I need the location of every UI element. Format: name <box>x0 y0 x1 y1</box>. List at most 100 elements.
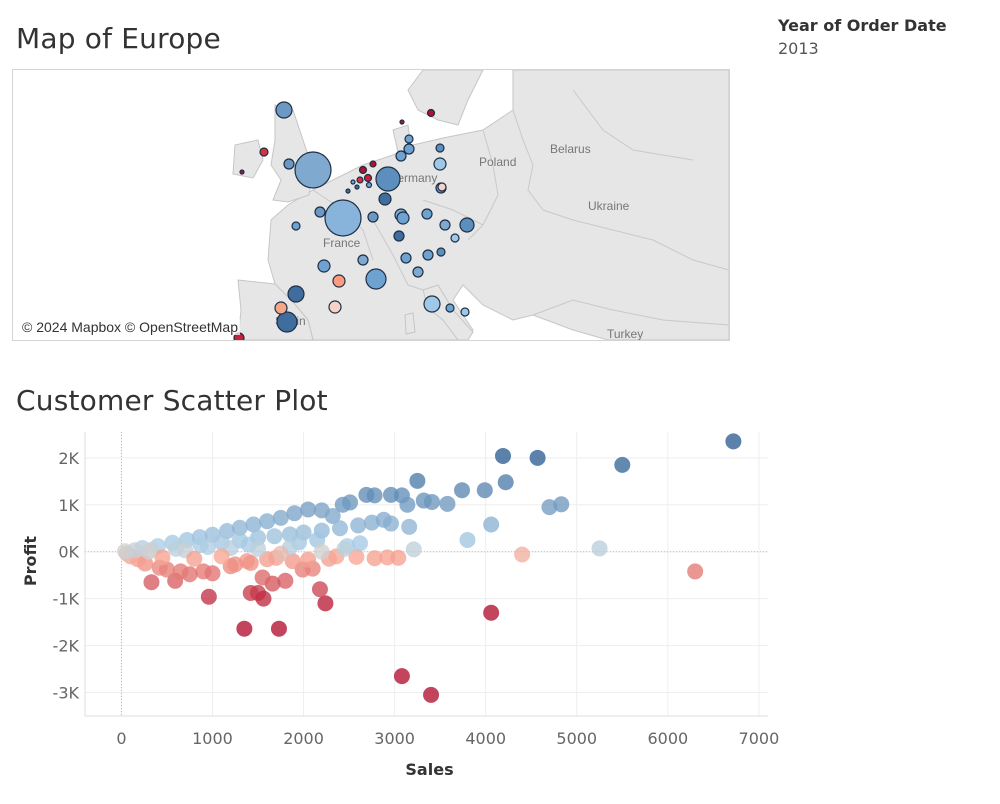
bubble[interactable] <box>283 158 295 170</box>
scatter-point[interactable] <box>324 508 341 525</box>
bubble[interactable] <box>396 211 410 225</box>
scatter-point[interactable] <box>591 540 608 557</box>
bubble[interactable] <box>345 188 351 194</box>
scatter-point[interactable] <box>204 565 221 582</box>
bubble[interactable] <box>399 119 405 125</box>
scatter-point[interactable] <box>687 563 704 580</box>
bubble[interactable] <box>291 221 301 231</box>
scatter-point[interactable] <box>366 550 383 567</box>
bubble[interactable] <box>423 295 441 313</box>
bubble[interactable] <box>332 274 346 288</box>
scatter-point[interactable] <box>250 540 267 557</box>
scatter-point[interactable] <box>259 513 276 530</box>
scatter-point[interactable] <box>200 588 217 605</box>
scatter-point[interactable] <box>313 543 330 560</box>
scatter-point[interactable] <box>334 496 351 513</box>
scatter-point[interactable] <box>399 496 416 513</box>
scatter-point[interactable] <box>255 590 272 607</box>
scatter-point[interactable] <box>390 549 407 566</box>
bubble[interactable] <box>460 307 470 317</box>
bubble[interactable] <box>412 266 424 278</box>
scatter-point[interactable] <box>614 456 631 473</box>
bubble[interactable] <box>365 181 373 189</box>
bubble[interactable] <box>404 134 414 144</box>
scatter-point[interactable] <box>186 550 203 567</box>
bubble[interactable] <box>274 301 288 315</box>
bubble[interactable] <box>445 303 455 313</box>
scatter-point[interactable] <box>317 595 334 612</box>
scatter-point[interactable] <box>401 518 418 535</box>
scatter-point[interactable] <box>242 554 259 571</box>
year-filter[interactable]: Year of Order Date 2013 <box>778 16 947 58</box>
bubble[interactable] <box>435 143 445 153</box>
scatter-point[interactable] <box>423 686 440 703</box>
scatter-point[interactable] <box>270 620 287 637</box>
scatter-point[interactable] <box>272 545 289 562</box>
map-attribution[interactable]: © 2024 Mapbox © OpenStreetMap <box>20 319 240 335</box>
scatter-point[interactable] <box>266 528 283 545</box>
scatter-point[interactable] <box>375 511 392 528</box>
bubble[interactable] <box>259 147 269 157</box>
scatter-point[interactable] <box>497 474 514 491</box>
year-filter-value[interactable]: 2013 <box>778 39 819 58</box>
scatter-point[interactable] <box>382 486 399 503</box>
bubble[interactable] <box>276 311 298 333</box>
scatter-point[interactable] <box>423 493 440 510</box>
scatter-point[interactable] <box>529 449 546 466</box>
scatter-point[interactable] <box>409 472 426 489</box>
scatter-point[interactable] <box>245 516 262 533</box>
bubble[interactable] <box>354 184 360 190</box>
scatter-point[interactable] <box>336 540 353 557</box>
scatter-point[interactable] <box>277 572 294 589</box>
scatter-point[interactable] <box>286 505 303 522</box>
bubble[interactable] <box>357 254 369 266</box>
scatter-point[interactable] <box>213 548 230 565</box>
bubble[interactable] <box>350 179 356 185</box>
bubble[interactable] <box>314 206 326 218</box>
scatter-point[interactable] <box>331 520 348 537</box>
scatter-point[interactable] <box>459 531 476 548</box>
bubble[interactable] <box>317 259 331 273</box>
scatter-point[interactable] <box>254 569 271 586</box>
scatter-point[interactable] <box>358 486 375 503</box>
bubble[interactable] <box>422 249 434 261</box>
bubble[interactable] <box>393 230 405 242</box>
scatter-point[interactable] <box>300 501 317 518</box>
bubble[interactable] <box>378 192 392 206</box>
europe-map[interactable]: Poland Belarus Ukraine France Germany Tu… <box>12 69 730 341</box>
scatter-point[interactable] <box>231 519 248 536</box>
scatter-point[interactable] <box>199 539 216 556</box>
bubble[interactable] <box>324 199 362 237</box>
scatter-point[interactable] <box>352 535 369 552</box>
bubble[interactable] <box>426 108 436 118</box>
scatter-point[interactable] <box>541 499 558 516</box>
bubble[interactable] <box>294 151 332 189</box>
scatter-point[interactable] <box>272 509 289 526</box>
scatter-point[interactable] <box>284 553 301 570</box>
bubble[interactable] <box>375 166 401 192</box>
bubble[interactable] <box>239 169 245 175</box>
bubble[interactable] <box>433 157 447 171</box>
scatter-point[interactable] <box>227 556 244 573</box>
bubble[interactable] <box>365 268 387 290</box>
bubble[interactable] <box>363 173 373 183</box>
scatter-point[interactable] <box>348 548 365 565</box>
scatter-point[interactable] <box>140 543 157 560</box>
scatter-point[interactable] <box>172 563 189 580</box>
scatter-point[interactable] <box>127 542 144 559</box>
scatter-point[interactable] <box>154 549 171 566</box>
scatter-point[interactable] <box>483 516 500 533</box>
bubble[interactable] <box>400 252 412 264</box>
bubble[interactable] <box>367 211 379 223</box>
scatter-point[interactable] <box>405 541 422 558</box>
bubble[interactable] <box>403 143 415 155</box>
bubble[interactable] <box>395 150 407 162</box>
scatter-point[interactable] <box>483 604 500 621</box>
bubble[interactable] <box>356 176 364 184</box>
bubble[interactable] <box>275 101 293 119</box>
bubble[interactable] <box>369 160 377 168</box>
scatter-point[interactable] <box>439 495 456 512</box>
scatter-point[interactable] <box>236 620 253 637</box>
bubble[interactable] <box>421 208 433 220</box>
scatter-point[interactable] <box>300 551 317 568</box>
